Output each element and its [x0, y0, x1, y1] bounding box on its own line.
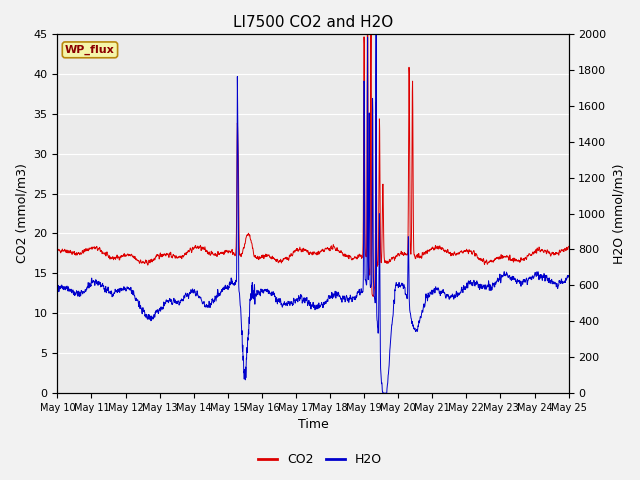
Legend: CO2, H2O: CO2, H2O — [253, 448, 387, 471]
X-axis label: Time: Time — [298, 419, 328, 432]
Y-axis label: CO2 (mmol/m3): CO2 (mmol/m3) — [15, 164, 28, 264]
Text: WP_flux: WP_flux — [65, 45, 115, 55]
Y-axis label: H2O (mmol/m3): H2O (mmol/m3) — [612, 163, 625, 264]
Title: LI7500 CO2 and H2O: LI7500 CO2 and H2O — [233, 15, 393, 30]
